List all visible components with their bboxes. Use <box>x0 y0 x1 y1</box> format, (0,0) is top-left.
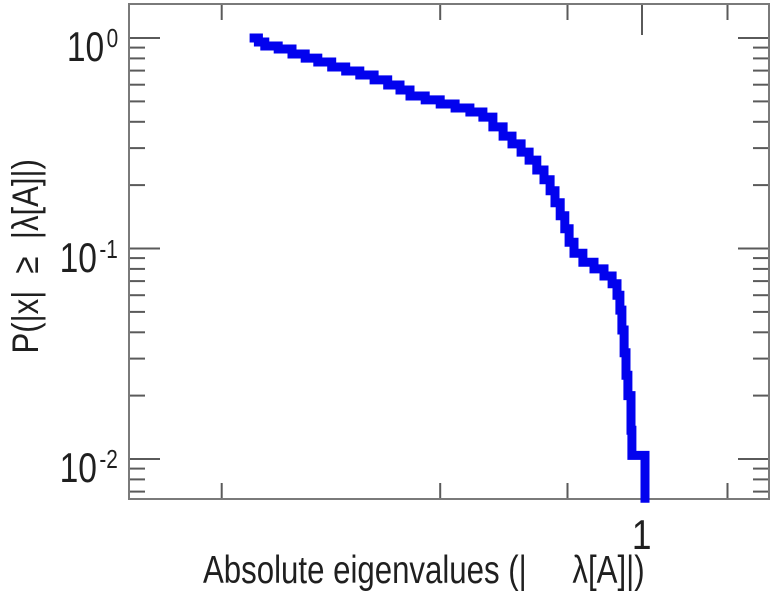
exponent: -1 <box>99 234 119 264</box>
y-axis-label-text: P(|x| ≥ |λ[A]|) <box>5 158 46 354</box>
x-tick-label-text: 1 <box>632 511 652 558</box>
exponent: 0 <box>106 23 118 53</box>
exponent: -2 <box>99 444 119 474</box>
y-tick-label-1e-1: 10-1 <box>45 227 118 280</box>
x-axis-label-wrap: Absolute eigenvalues (| λ[A]|) <box>203 551 645 591</box>
x-axis-label-part2: λ[A]|) <box>572 549 645 592</box>
x-axis-label-part1: Absolute eigenvalues (| <box>203 549 527 592</box>
y-tick-label-text: 100 <box>66 23 118 70</box>
x-tick-label-1: 1 <box>602 513 682 557</box>
ccdf-step-curve <box>249 33 650 503</box>
y-tick-label-text: 10-1 <box>59 234 119 281</box>
x-axis-label: Absolute eigenvalues (| λ[A]|) <box>203 551 755 591</box>
y-tick-label-text: 10-2 <box>59 444 119 491</box>
axis-ticks <box>130 5 768 498</box>
y-tick-label-1e-2: 10-2 <box>45 437 118 490</box>
y-axis-label: P(|x| ≥ |λ[A]|) <box>5 0 46 536</box>
y-tick-label-1e0: 100 <box>54 16 118 69</box>
plot-frame <box>128 3 770 500</box>
